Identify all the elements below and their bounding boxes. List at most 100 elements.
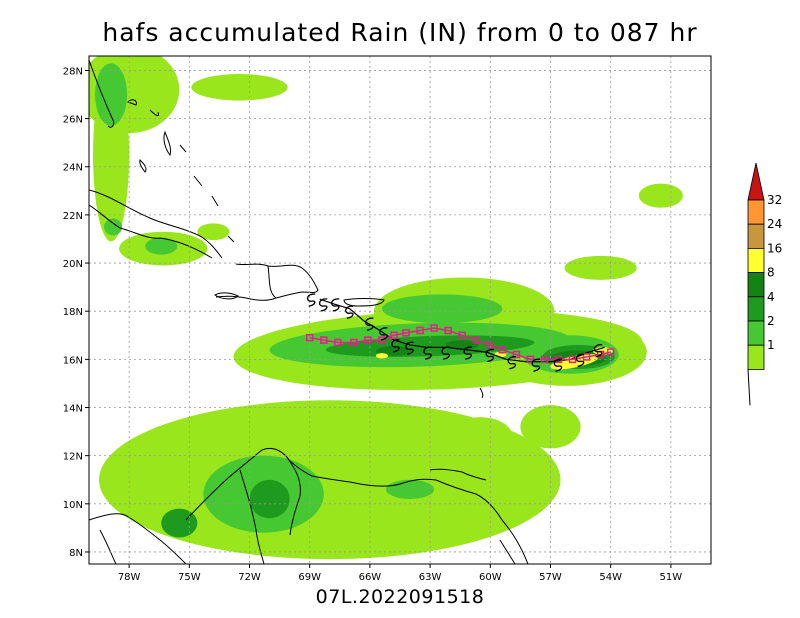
coastline-bahamas-2 xyxy=(149,109,159,117)
tropical-storm-symbol xyxy=(553,358,563,372)
y-tick-label: 10N xyxy=(63,500,83,511)
rain-region-2in xyxy=(95,63,128,126)
axes: 78W 75W 72W 69W 66W 63W 60W 57W 54W 51W 8N 10N 12N 14… xyxy=(63,66,683,583)
rain-region-2in xyxy=(385,479,435,499)
colorbar-segment xyxy=(747,272,765,298)
coastline-hispaniola xyxy=(215,263,319,301)
magenta-track-point xyxy=(512,350,521,359)
tropical-storm-symbol xyxy=(441,346,450,360)
coastline-maracaibo xyxy=(285,455,301,536)
rain-region-1in xyxy=(448,417,513,456)
coastline-venezuela xyxy=(349,478,529,564)
magenta-track-point xyxy=(526,355,535,364)
coastline-cuba-south xyxy=(89,204,213,259)
rain-region-16in xyxy=(375,353,388,359)
coastline-florida xyxy=(89,59,115,128)
coastline-guyana xyxy=(499,539,516,564)
magenta-track-point xyxy=(430,324,438,332)
magenta-track-point xyxy=(305,333,314,342)
tropical-storm-symbol xyxy=(331,298,340,312)
coastline-colombia xyxy=(185,447,351,521)
coastline-cuba-north xyxy=(89,189,223,259)
rain-region-1in xyxy=(191,74,288,101)
magenta-track-point xyxy=(444,326,452,335)
colorbar-label: 4 xyxy=(767,290,775,304)
coastline-trinidad xyxy=(429,468,487,481)
coastline-puerto-rico xyxy=(343,298,385,307)
colorbar-bottom-tail xyxy=(747,369,751,406)
colorbar-segment xyxy=(747,247,765,273)
magenta-track-point xyxy=(606,348,615,356)
tropical-storm-symbol xyxy=(405,341,414,355)
rain-region-2in xyxy=(145,237,178,255)
magenta-track-point xyxy=(402,329,410,337)
magenta-track-point xyxy=(472,336,480,344)
storm-id-label: 07L.2022091518 xyxy=(315,586,485,608)
tropical-storm-symbol xyxy=(485,348,495,363)
y-tick-label: 18N xyxy=(63,307,83,318)
coastline-bahamas-3 xyxy=(139,159,147,173)
plot-frame xyxy=(88,55,712,565)
y-tick-label: 12N xyxy=(63,452,83,463)
rain-region-2in xyxy=(381,294,503,324)
magenta-track-point xyxy=(416,326,424,335)
magenta-track-point xyxy=(390,331,398,340)
y-tick-label: 24N xyxy=(63,163,83,174)
x-tick-label: 54W xyxy=(599,572,622,583)
x-tick-label: 78W xyxy=(118,572,141,583)
tropical-storm-symbol xyxy=(345,305,354,319)
x-tick-label: 75W xyxy=(178,572,201,583)
rain-region-1in xyxy=(197,223,230,241)
y-tick-label: 28N xyxy=(63,66,83,77)
tropical-storm-symbol xyxy=(365,317,374,331)
magenta-track-point xyxy=(320,336,328,344)
y-tick-label: 26N xyxy=(63,115,83,126)
magenta-track-point xyxy=(582,353,591,361)
tropical-storm-symbol xyxy=(575,353,585,367)
rain-region-1in xyxy=(638,183,683,208)
x-tick-label: 69W xyxy=(298,572,321,583)
colorbar-label: 8 xyxy=(767,266,775,280)
colorbar-label: 16 xyxy=(767,241,782,255)
coastline-bahamas-4 xyxy=(179,144,235,243)
y-tick-label: 16N xyxy=(63,355,83,366)
coastline-costa-rica xyxy=(99,529,117,564)
magenta-track-point xyxy=(568,355,577,364)
tropical-storm-symbol xyxy=(593,344,603,358)
colorbar-segment xyxy=(747,320,765,346)
coastline-guadeloupe xyxy=(479,387,484,399)
rain-region-1in xyxy=(564,255,637,280)
coastline-panama xyxy=(89,513,187,564)
magenta-track-point xyxy=(378,336,386,344)
colorbar-label: 24 xyxy=(767,217,782,231)
colorbar-label: 32 xyxy=(767,193,782,207)
magenta-track-line xyxy=(309,327,611,361)
colorbar-segment xyxy=(747,199,765,225)
rain-region-2in xyxy=(104,218,123,236)
y-tick-label: 20N xyxy=(63,259,83,270)
rain-region-1in xyxy=(89,56,180,134)
colorbar-top-arrow xyxy=(747,162,765,201)
magenta-track-point xyxy=(350,338,358,347)
x-tick-label: 51W xyxy=(660,572,683,583)
tropical-storm-symbol xyxy=(463,346,472,360)
coastline-jamaica xyxy=(214,292,239,300)
x-tick-label: 66W xyxy=(359,572,382,583)
coastline-andros xyxy=(163,130,171,157)
coastline-colombia-border xyxy=(239,469,265,564)
magenta-track-point xyxy=(540,355,549,364)
chart-title: hafs accumulated Rain (IN) from 0 to 087… xyxy=(102,18,698,47)
magenta-track-point xyxy=(364,336,372,344)
colorbar-segment xyxy=(747,296,765,322)
x-tick-label: 63W xyxy=(419,572,442,583)
tropical-storm-symbol xyxy=(423,346,432,360)
y-tick-label: 14N xyxy=(63,404,83,415)
rain-region-8in xyxy=(375,346,413,356)
magenta-track-point xyxy=(486,341,495,349)
tropical-storm-symbol xyxy=(307,293,316,307)
tropical-storm-symbol xyxy=(391,339,400,353)
coastline-haiti-border xyxy=(267,265,277,299)
y-tick-label: 8N xyxy=(69,548,83,559)
rain-layer xyxy=(89,56,683,560)
